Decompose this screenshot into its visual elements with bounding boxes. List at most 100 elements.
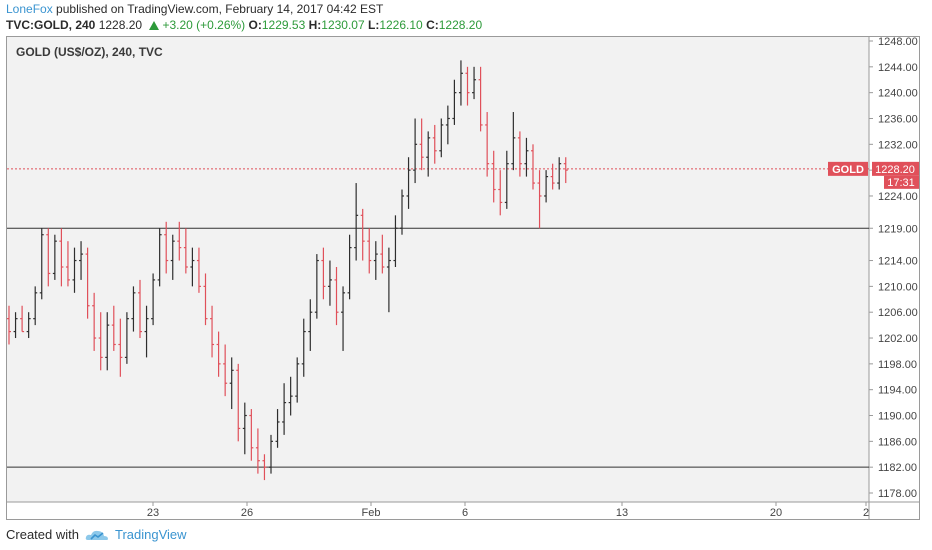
ohlc-bar	[557, 157, 562, 190]
ohlc-bar	[400, 189, 404, 235]
ohlc-bar	[465, 66, 470, 106]
y-tick-label: 1236.00	[878, 113, 918, 125]
last-price-badge-label: 1228.20	[875, 164, 915, 176]
ohlc-bar	[550, 163, 555, 190]
ohlc-bar	[20, 305, 25, 333]
ohlc-bar	[472, 66, 477, 100]
high-value: 1230.07	[321, 18, 365, 32]
y-tick-label: 1198.00	[878, 359, 917, 371]
ohlc-bar	[242, 402, 247, 455]
ohlc-bar	[59, 228, 64, 287]
ohlc-bar	[321, 247, 326, 300]
ohlc-bar	[210, 305, 215, 358]
ohlc-bar	[347, 234, 352, 300]
x-tick-label: 6	[462, 507, 468, 519]
y-tick-label: 1190.00	[878, 411, 917, 423]
change-value: +3.20 (+0.26%)	[162, 18, 246, 32]
ohlc-bar	[79, 241, 84, 280]
author-link[interactable]: LoneFox	[6, 2, 53, 16]
low-label: L:	[368, 18, 380, 32]
x-tick-label: 2	[863, 507, 869, 519]
ohlc-bar	[432, 124, 437, 164]
y-tick-label: 1214.00	[878, 256, 918, 268]
plot-area[interactable]	[7, 37, 869, 502]
ohlc-bar	[13, 312, 18, 339]
ohlc-bar	[157, 228, 162, 287]
ohlc-bar	[249, 409, 254, 461]
y-tick-label: 1224.00	[878, 191, 918, 203]
ohlc-bar	[511, 112, 516, 171]
footer: Created with TradingView	[6, 527, 187, 542]
ohlc-bar	[111, 305, 116, 351]
created-with-text: Created with	[6, 527, 79, 542]
ohlc-bar	[498, 170, 503, 216]
ohlc-bar	[491, 150, 496, 203]
ohlc-bar	[196, 247, 201, 293]
ohlc-bar	[373, 241, 378, 280]
ohlc-bar	[478, 66, 483, 132]
tradingview-brand-link[interactable]: TradingView	[114, 527, 187, 542]
ohlc-bar	[190, 247, 195, 287]
ohlc-bar	[419, 118, 424, 171]
ohlc-bar	[203, 273, 208, 326]
ohlc-bar	[295, 357, 300, 403]
ohlc-bar	[485, 112, 490, 177]
countdown-badge	[884, 175, 919, 189]
x-tick-label: Feb	[362, 507, 381, 519]
countdown-label: 17:31	[887, 177, 915, 189]
ohlc-bar	[105, 312, 110, 371]
ohlc-bar	[380, 234, 385, 274]
symbol-badge	[828, 161, 868, 176]
ohlc-bar	[33, 286, 38, 326]
ohlc-bar	[334, 267, 339, 326]
ohlc-bar	[223, 344, 228, 397]
y-tick-label: 1219.00	[878, 223, 918, 235]
ohlc-bar	[563, 157, 568, 184]
ohlc-bar	[544, 170, 549, 203]
ohlc-bar	[393, 215, 398, 267]
symbol-label: TVC:GOLD, 240	[6, 18, 96, 32]
close-value: 1228.20	[438, 18, 483, 32]
low-value: 1226.10	[379, 18, 423, 32]
ohlc-bar	[524, 137, 529, 177]
ohlc-bar	[216, 331, 221, 377]
ohlc-bar	[26, 312, 31, 339]
chart-title: GOLD (US$/OZ), 240, TVC	[16, 45, 163, 59]
ohlc-bar	[52, 234, 57, 280]
ohlc-bar	[269, 434, 273, 474]
tradingview-cloud-icon	[85, 530, 108, 540]
y-tick-label: 1182.00	[878, 462, 917, 474]
ohlc-bar	[517, 131, 522, 177]
y-tick-label: 1194.00	[878, 385, 917, 397]
y-tick-label: 1232.00	[878, 139, 918, 151]
ohlc-bar	[288, 376, 293, 416]
ohlc-bar	[458, 60, 463, 106]
ohlc-bar	[164, 221, 169, 274]
publish-info: LoneFox published on TradingView.com, Fe…	[6, 2, 383, 16]
x-tick-label: 23	[147, 507, 159, 519]
ohlc-bar	[262, 454, 267, 481]
ohlc-bar	[124, 312, 129, 364]
ohlc-bar	[131, 286, 136, 332]
y-tick-label: 1206.00	[878, 307, 918, 319]
publish-text: published on TradingView.com, February 1…	[56, 2, 384, 16]
quote-line: TVC:GOLD, 240 1228.20 +3.20 (+0.26%) O: 1…	[6, 18, 482, 32]
up-arrow-icon	[149, 21, 160, 30]
y-tick-label: 1244.00	[878, 62, 918, 74]
close-label: C:	[426, 18, 439, 32]
open-label: O:	[248, 18, 262, 32]
ohlc-bar	[386, 247, 391, 313]
y-tick-label: 1202.00	[878, 333, 918, 345]
ohlc-bar	[439, 118, 444, 158]
ohlc-bar	[7, 305, 11, 345]
ohlc-bar	[170, 234, 175, 280]
ohlc-bar	[452, 79, 457, 125]
y-tick-label: 1240.00	[878, 88, 918, 100]
ohlc-bar	[39, 228, 44, 300]
ohlc-bar	[504, 150, 509, 209]
ohlc-bar	[445, 105, 450, 145]
ohlc-bar	[327, 260, 332, 306]
ohlc-bar	[426, 131, 431, 177]
ohlc-bar	[98, 312, 103, 371]
